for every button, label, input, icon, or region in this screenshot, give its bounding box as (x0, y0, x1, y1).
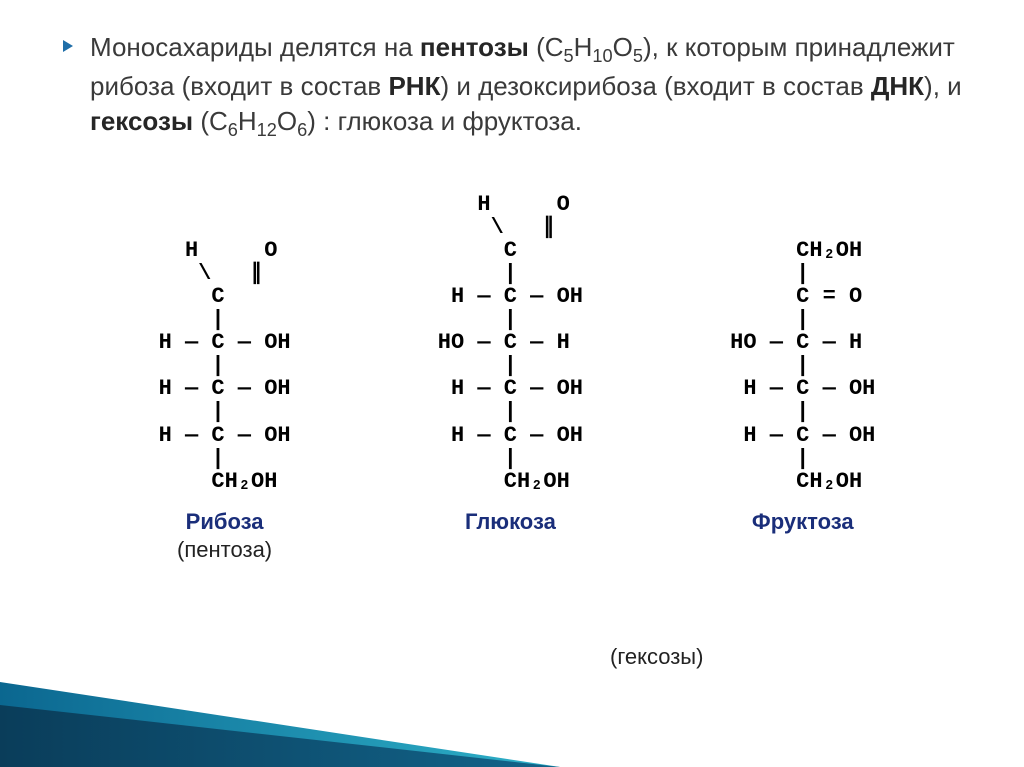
sub: 6 (297, 120, 307, 140)
term-pentose: пентозы (420, 32, 529, 62)
structure-diagram: H O \ ∥ C | H — C — OH | HO — C — H | H … (438, 193, 583, 493)
text: ), и (924, 71, 962, 101)
term-dnk: ДНК (871, 71, 924, 101)
spacer (507, 537, 513, 563)
bullet-paragraph: Моносахариды делятся на пентозы (C5H10O5… (60, 30, 974, 143)
text: ) : глюкоза и фруктоза. (307, 106, 582, 136)
sub: 12 (257, 120, 277, 140)
term-rnk: РНК (388, 71, 440, 101)
molecule-name: Глюкоза (465, 509, 556, 535)
structure-diagram: CH₂OH | C = O | HO — C — H | H — C — OH … (730, 239, 875, 493)
sub: 5 (633, 46, 643, 66)
sub: 6 (228, 120, 238, 140)
text: (C (193, 106, 228, 136)
text: H (574, 32, 593, 62)
text: O (613, 32, 633, 62)
hexose-group-label: (гексозы) (610, 644, 703, 670)
term-hexose: гексозы (90, 106, 193, 136)
paragraph-text: Моносахариды делятся на пентозы (C5H10O5… (90, 30, 974, 143)
structures-row: H O \ ∥ C | H — C — OH | H — C — OH | H … (100, 193, 934, 563)
text: H (238, 106, 257, 136)
slide-content: Моносахариды делятся на пентозы (C5H10O5… (0, 0, 1024, 563)
text: ) и дезоксирибоза (входит в состав (440, 71, 870, 101)
bullet-icon (60, 38, 76, 59)
sub: 5 (564, 46, 574, 66)
text: (C (529, 32, 564, 62)
molecule-name: Фруктоза (752, 509, 854, 535)
text: Моносахариды делятся на (90, 32, 420, 62)
molecule-glucose: H O \ ∥ C | H — C — OH | HO — C — H | H … (438, 193, 583, 563)
molecule-name: Рибоза (186, 509, 264, 535)
molecule-ribose: H O \ ∥ C | H — C — OH | H — C — OH | H … (159, 239, 291, 563)
molecule-fructose: CH₂OH | C = O | HO — C — H | H — C — OH … (730, 239, 875, 563)
spacer (800, 537, 806, 563)
text: O (277, 106, 297, 136)
molecule-class-label: (пентоза) (177, 537, 272, 563)
structure-diagram: H O \ ∥ C | H — C — OH | H — C — OH | H … (159, 239, 291, 493)
sub: 10 (592, 46, 612, 66)
